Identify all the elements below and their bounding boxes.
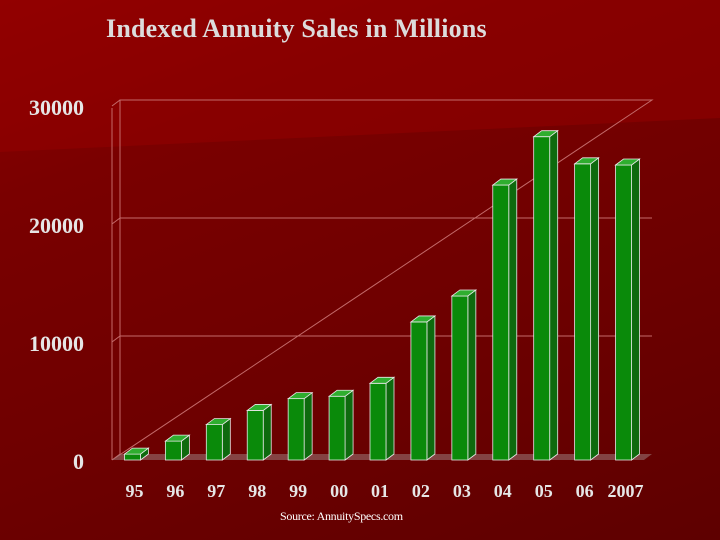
x-tick-label: 98 bbox=[248, 481, 266, 501]
x-tick-label: 95 bbox=[125, 481, 143, 501]
x-tick-label: 96 bbox=[166, 481, 184, 501]
bar bbox=[246, 403, 273, 461]
x-tick-label: 05 bbox=[535, 481, 553, 501]
bar-side bbox=[467, 289, 477, 461]
bar bbox=[532, 129, 559, 461]
bar-front bbox=[328, 395, 346, 461]
chart-title: Indexed Annuity Sales in Millions bbox=[106, 14, 487, 43]
bar bbox=[491, 178, 518, 461]
bar-front bbox=[492, 184, 510, 461]
x-tick-label: 03 bbox=[453, 481, 471, 501]
x-tick-label: 97 bbox=[207, 481, 225, 501]
bar-side bbox=[426, 315, 436, 461]
bar bbox=[123, 447, 150, 461]
bar-top bbox=[286, 392, 314, 400]
bar-top bbox=[450, 289, 478, 297]
bar-front bbox=[451, 295, 469, 461]
bar bbox=[164, 434, 191, 461]
bar-front bbox=[410, 321, 428, 461]
bar-side bbox=[221, 417, 231, 461]
bar-top bbox=[409, 315, 437, 323]
bar bbox=[327, 389, 355, 461]
bar bbox=[409, 315, 437, 461]
x-tick-label: 02 bbox=[412, 481, 430, 501]
bar bbox=[205, 417, 232, 461]
bar bbox=[614, 158, 641, 461]
x-tick-label: 06 bbox=[576, 481, 594, 501]
bar-side bbox=[549, 129, 559, 461]
bar-side bbox=[631, 158, 640, 461]
y-tick-label: 20000 bbox=[29, 213, 84, 238]
bar bbox=[286, 391, 314, 461]
bar-side bbox=[344, 389, 354, 461]
x-tick-label: 00 bbox=[330, 481, 348, 501]
bar-front bbox=[205, 424, 223, 461]
bar-front bbox=[124, 453, 141, 461]
grid-line bbox=[111, 99, 652, 107]
bar-front bbox=[574, 163, 592, 461]
bar-top bbox=[532, 130, 559, 138]
x-tick-label: 99 bbox=[289, 481, 307, 501]
bar-top bbox=[123, 447, 150, 455]
y-tick-label: 10000 bbox=[29, 331, 84, 356]
x-tick-label: 04 bbox=[494, 481, 512, 501]
bar-top bbox=[491, 178, 518, 186]
bar-top bbox=[368, 376, 396, 384]
bar bbox=[573, 157, 600, 461]
bar-front bbox=[615, 164, 632, 461]
chart-source: Source: AnnuitySpecs.com bbox=[280, 509, 403, 523]
bar-top bbox=[246, 404, 273, 411]
bar-side bbox=[590, 157, 600, 461]
bar-side bbox=[385, 376, 395, 461]
bar-top bbox=[614, 158, 641, 166]
bar-top bbox=[164, 434, 191, 442]
bar-side bbox=[303, 391, 313, 461]
bar-side bbox=[262, 403, 272, 461]
bar-top bbox=[327, 389, 355, 397]
bar-top bbox=[573, 157, 600, 165]
bar-side bbox=[508, 178, 518, 461]
bar bbox=[450, 289, 478, 461]
grid-line bbox=[111, 335, 652, 343]
bar-front bbox=[287, 398, 305, 461]
grid-line bbox=[111, 217, 652, 225]
bar-front bbox=[533, 136, 551, 461]
y-tick-label: 30000 bbox=[29, 95, 84, 120]
bar-front bbox=[246, 410, 264, 461]
bar-front bbox=[369, 382, 387, 461]
bar bbox=[368, 376, 396, 461]
y-tick-label: 0 bbox=[73, 449, 84, 474]
x-tick-label: 2007 bbox=[608, 481, 644, 501]
bar-front bbox=[164, 440, 182, 461]
x-tick-label: 01 bbox=[371, 481, 389, 501]
bar-top bbox=[205, 418, 232, 426]
